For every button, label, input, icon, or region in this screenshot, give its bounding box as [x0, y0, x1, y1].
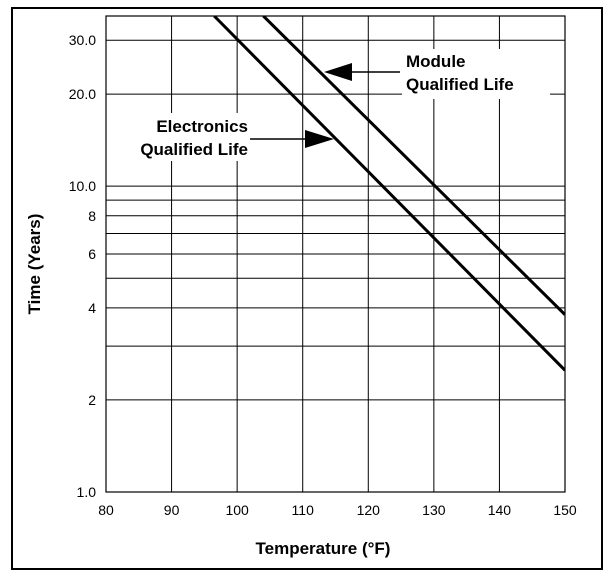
module-label-line1: Module	[406, 52, 466, 71]
x-axis-title: Temperature (°F)	[256, 539, 391, 558]
x-tick-label: 100	[225, 502, 249, 518]
series-layer	[213, 16, 565, 372]
x-tick-label: 130	[422, 502, 446, 518]
annotation-layer: Module Qualified Life Electronics Qualified…	[112, 49, 550, 161]
module-annotation: Module Qualified Life	[324, 49, 550, 99]
y-tick-label: 4	[88, 300, 96, 316]
x-tick-label: 120	[357, 502, 381, 518]
module-arrowhead	[324, 63, 352, 81]
y-tick-label: 20.0	[69, 86, 96, 102]
y-tick-label: 6	[88, 246, 96, 262]
module-label-background	[402, 49, 550, 99]
x-tick-label: 150	[553, 502, 577, 518]
y-tick-label: 2	[88, 392, 96, 408]
x-tick-label: 140	[488, 502, 512, 518]
electronics-label-background	[112, 113, 254, 161]
x-tick-label: 80	[98, 502, 114, 518]
figure-frame	[11, 7, 603, 570]
y-tick-label: 10.0	[69, 178, 96, 194]
electronics-arrowhead	[305, 130, 334, 148]
x-tick-label: 110	[292, 502, 315, 518]
electronics-label-line2: Qualified Life	[140, 140, 248, 159]
tick-layer: 80 90 100 110 120 130 140 150 1.0 2 4 6 8 10.0 20.0 30.…	[69, 32, 577, 518]
y-tick-label: 1.0	[77, 484, 97, 500]
y-axis-title: Time (Years)	[25, 214, 44, 315]
module-label-line2: Qualified Life	[406, 75, 514, 94]
x-tick-label: 90	[164, 502, 180, 518]
y-tick-label: 8	[88, 208, 96, 224]
electronics-label-line1: Electronics	[156, 117, 248, 136]
y-tick-label: 30.0	[69, 32, 96, 48]
electronics-qualified-life-line	[213, 16, 565, 372]
electronics-annotation: Electronics Qualified Life	[112, 113, 334, 161]
module-qualified-life-line	[262, 16, 565, 316]
